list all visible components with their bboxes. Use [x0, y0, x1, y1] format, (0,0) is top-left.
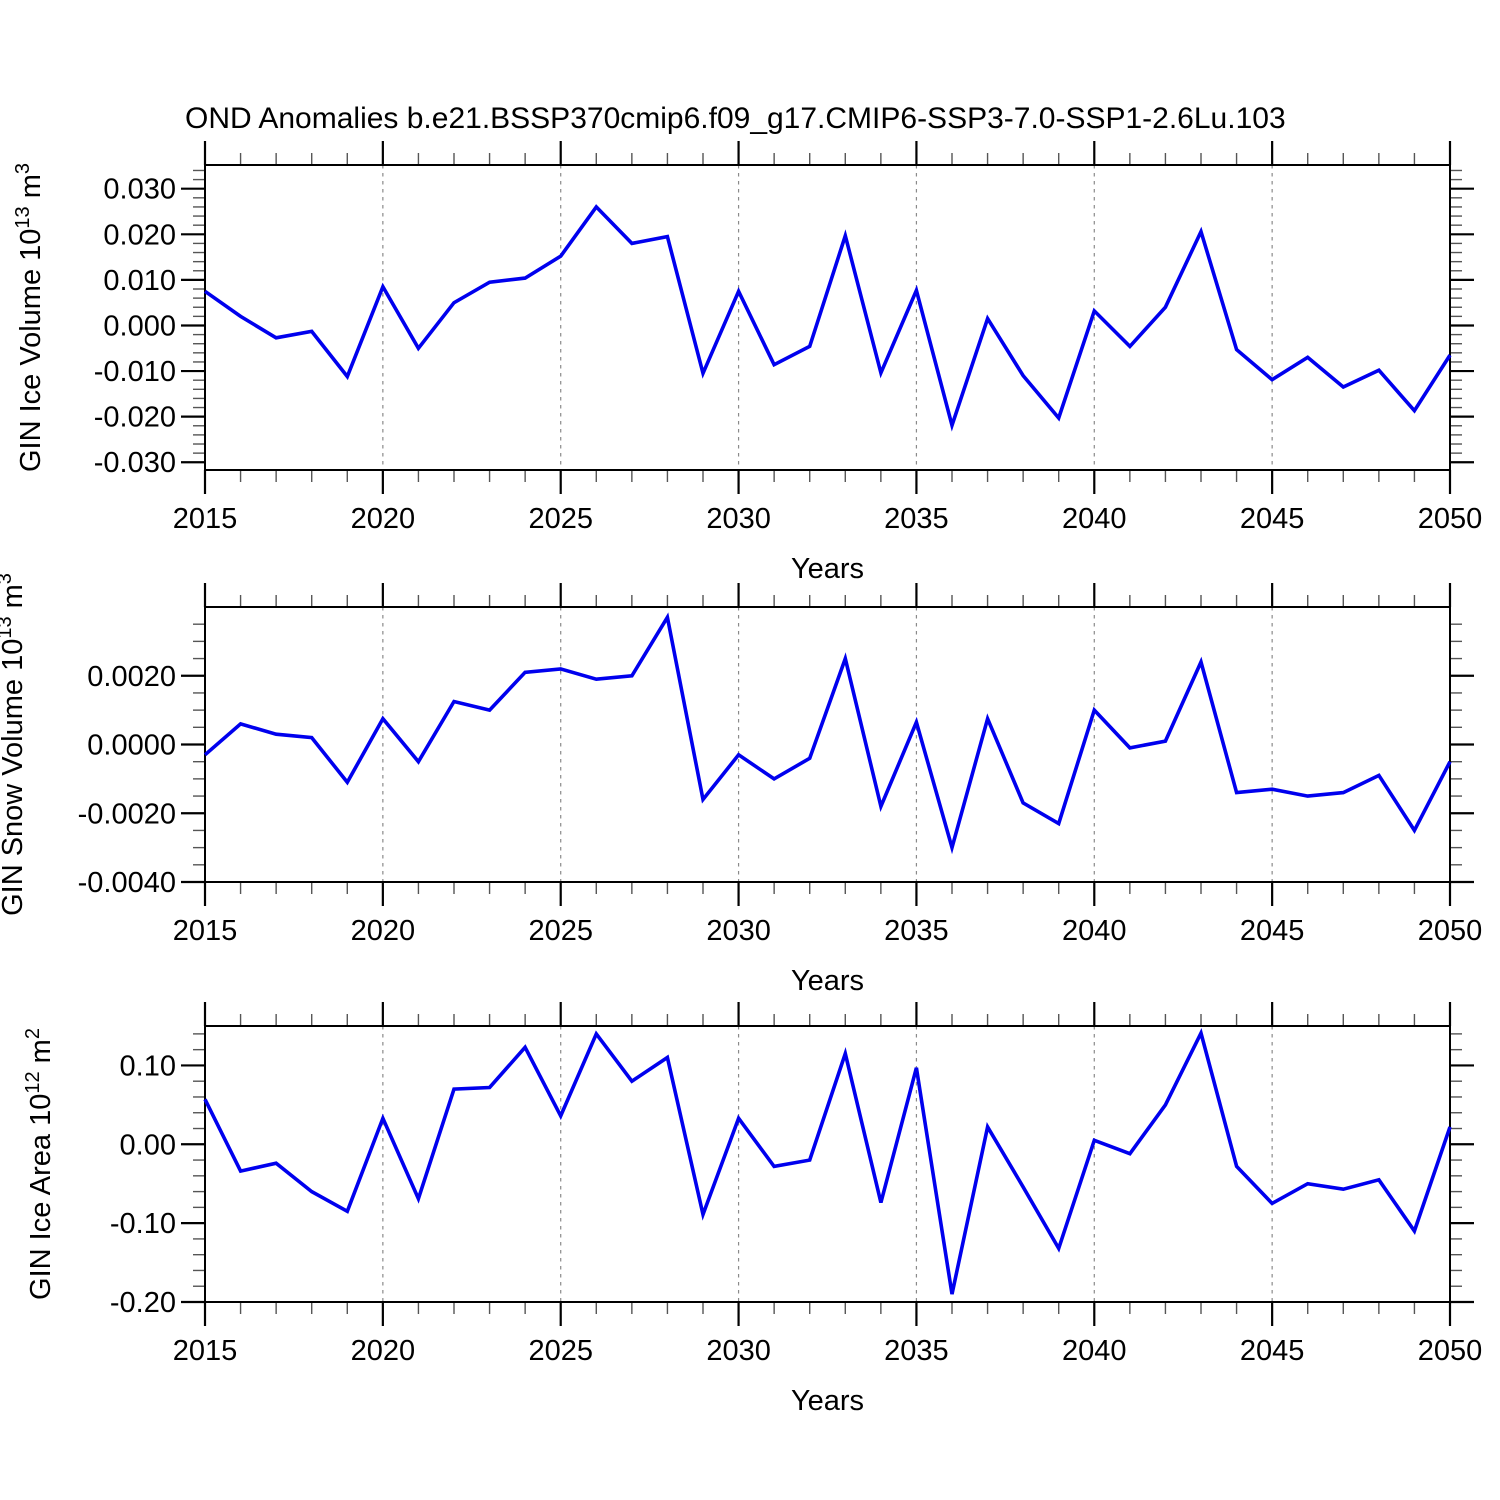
x-tick-label: 2040 — [1062, 1335, 1127, 1367]
y-tick-label: 0.0020 — [87, 661, 176, 693]
y-tick-label: 0.10 — [120, 1050, 176, 1082]
series-line-gin-snow-volume — [203, 612, 1452, 855]
y-tick-label: -0.0040 — [78, 867, 176, 899]
x-axis-title: Years — [791, 553, 864, 585]
y-tick-label: 0.00 — [120, 1129, 176, 1161]
x-tick-label: 2040 — [1062, 915, 1127, 947]
plot-frame — [204, 164, 1451, 471]
y-tick-label: -0.20 — [110, 1287, 176, 1319]
x-tick-label: 2035 — [884, 915, 949, 947]
x-tick-label: 2030 — [706, 503, 771, 535]
y-tick-label: 0.000 — [103, 310, 176, 342]
x-tick-label: 2025 — [528, 1335, 593, 1367]
y-tick-label: -0.020 — [94, 402, 176, 434]
x-tick-label: 2030 — [706, 915, 771, 947]
x-tick-label: 2035 — [884, 503, 949, 535]
y-tick-label: -0.10 — [110, 1208, 176, 1240]
plot-frame — [204, 606, 1451, 883]
series-line-gin-ice-volume — [203, 204, 1452, 432]
y-axis-title: GIN Snow Volume 1013 m3 — [0, 573, 29, 916]
y-axis-title: GIN Ice Area 1012 m2 — [22, 1028, 57, 1300]
x-tick-label: 2045 — [1240, 915, 1305, 947]
y-tick-label: 0.0000 — [87, 730, 176, 762]
x-tick-label: 2030 — [706, 1335, 771, 1367]
plot-frame — [204, 1025, 1451, 1303]
y-tick-label: -0.030 — [94, 447, 176, 479]
x-tick-label: 2020 — [351, 503, 416, 535]
series-line-gin-ice-area — [203, 1028, 1452, 1295]
x-tick-label: 2050 — [1418, 915, 1483, 947]
y-tick-label: 0.010 — [103, 265, 176, 297]
x-tick-label: 2040 — [1062, 503, 1127, 535]
x-tick-label: 2020 — [351, 1335, 416, 1367]
x-tick-label: 2020 — [351, 915, 416, 947]
y-tick-label: -0.010 — [94, 356, 176, 388]
y-tick-label: 0.020 — [103, 219, 176, 251]
x-tick-label: 2050 — [1418, 503, 1483, 535]
x-tick-label: 2045 — [1240, 1335, 1305, 1367]
x-tick-label: 2015 — [173, 915, 238, 947]
x-tick-label: 2035 — [884, 1335, 949, 1367]
y-tick-label: -0.0020 — [78, 798, 176, 830]
y-axis-title: GIN Ice Volume 1013 m3 — [12, 163, 47, 472]
panel-gin-ice-volume: 2015 2020 2025 2030 2035 2040 2045 2050 Years 0.0… — [12, 141, 1482, 585]
x-tick-label: 2025 — [528, 915, 593, 947]
x-axis-title: Years — [791, 1385, 864, 1417]
x-axis-title: Years — [791, 965, 864, 997]
x-tick-label: 2025 — [528, 503, 593, 535]
x-tick-label: 2015 — [173, 1335, 238, 1367]
panel-gin-snow-volume: 2015 2020 2025 2030 2035 2040 2045 2050 Years 0.0… — [0, 573, 1482, 997]
x-tick-label: 2015 — [173, 503, 238, 535]
y-tick-label: 0.030 — [103, 174, 176, 206]
figure-title: OND Anomalies b.e21.BSSP370cmip6.f09_g17… — [185, 102, 1286, 135]
x-tick-label: 2045 — [1240, 503, 1305, 535]
x-tick-label: 2050 — [1418, 1335, 1483, 1367]
panel-gin-ice-area: 2015 2020 2025 2030 2035 2040 2045 2050 Years 0.1… — [22, 1002, 1482, 1417]
